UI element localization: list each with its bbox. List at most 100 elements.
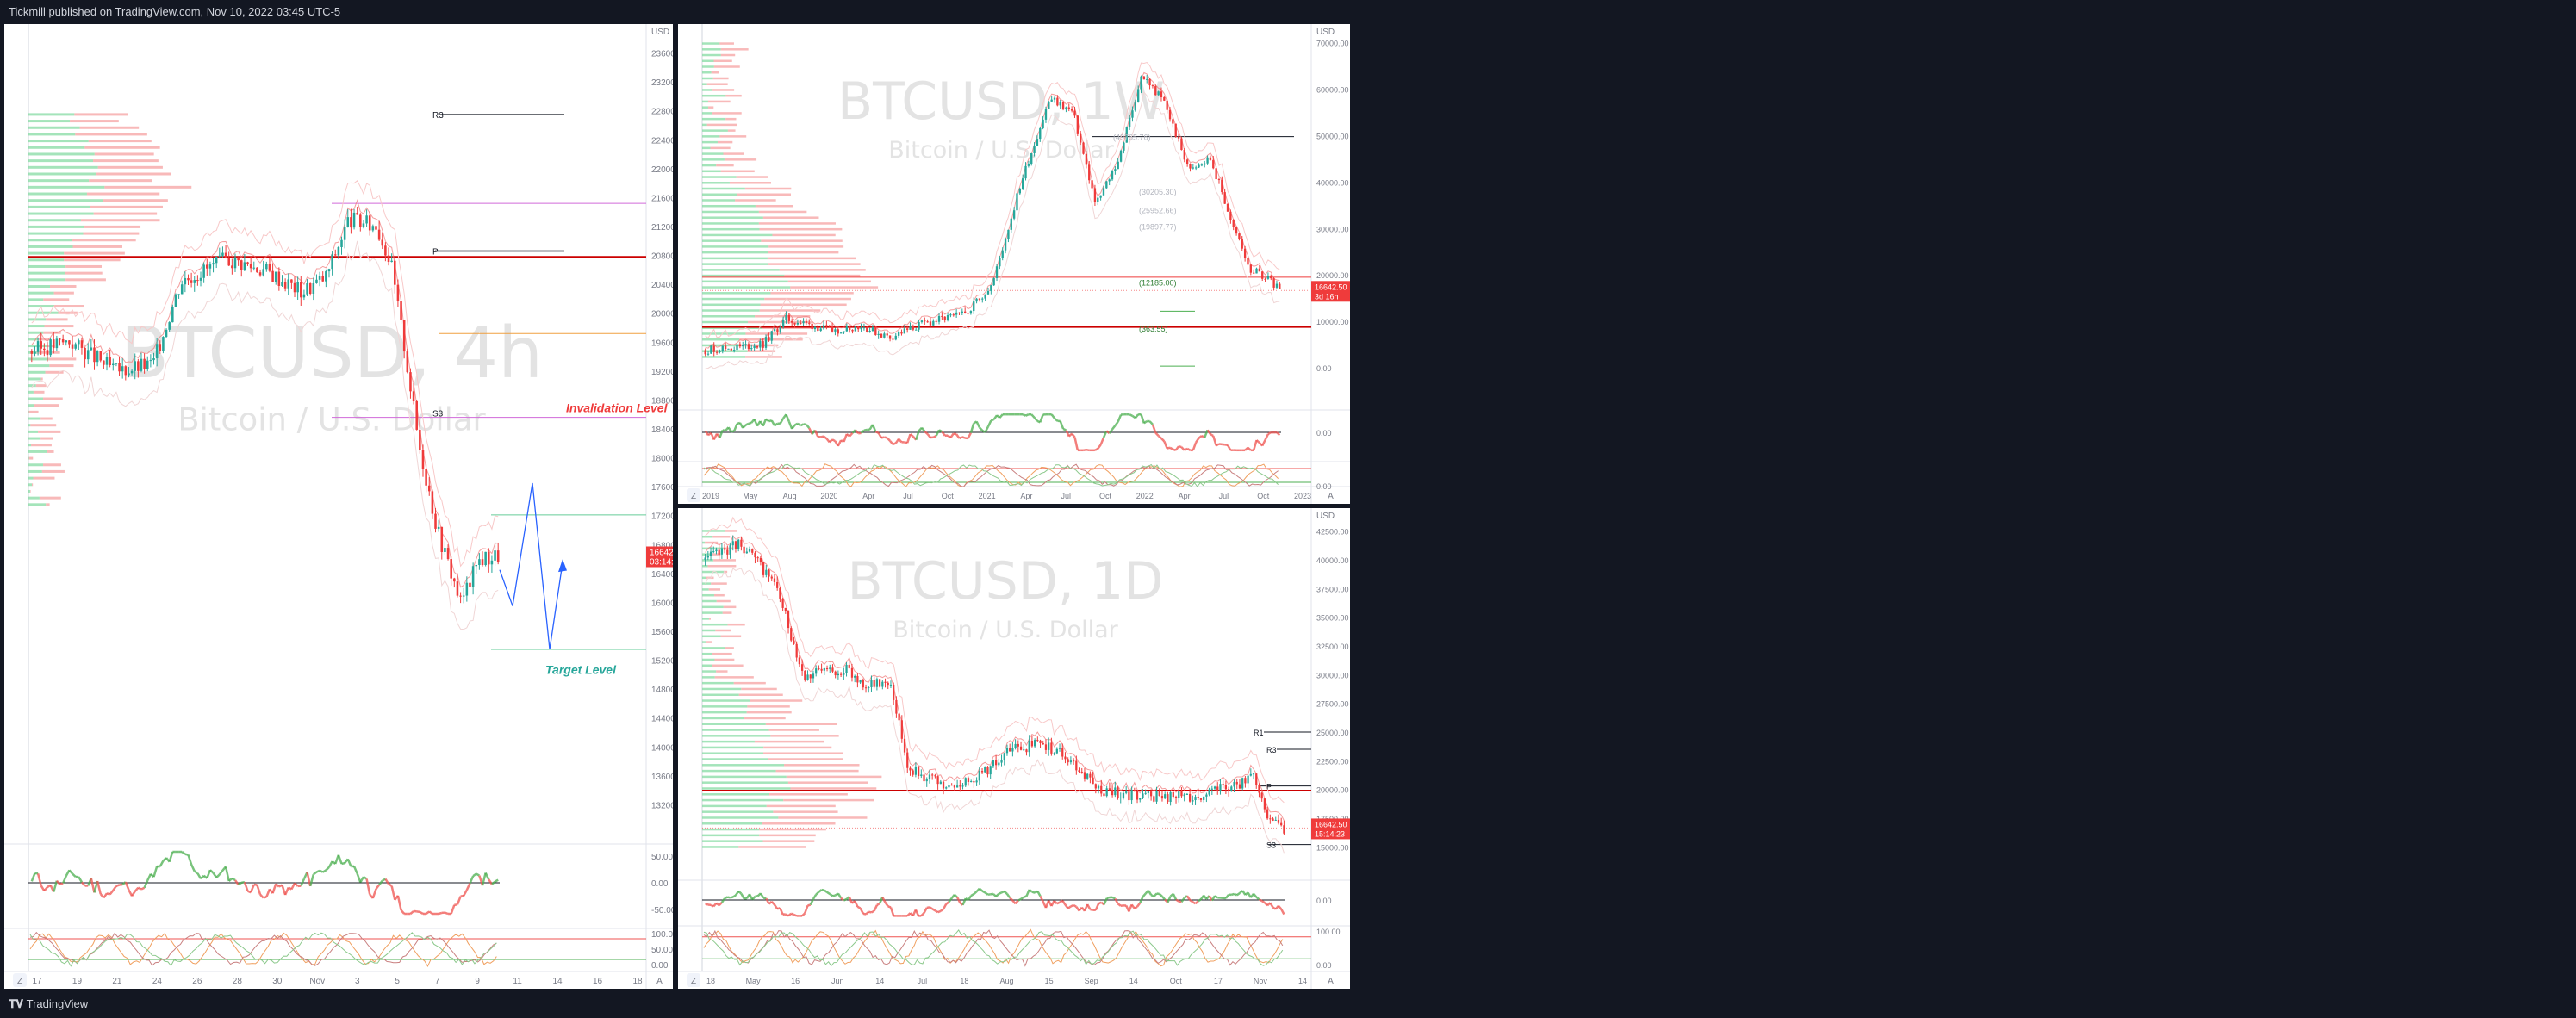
candle-body xyxy=(302,294,306,298)
osc-line-segment xyxy=(1022,413,1027,417)
x-tick-label: 2022 xyxy=(1136,492,1154,500)
osc-line-segment xyxy=(396,895,402,911)
candle-body xyxy=(40,341,42,349)
candle-body xyxy=(34,351,36,354)
osc-line-segment xyxy=(800,423,805,427)
candle-body xyxy=(233,257,237,269)
candle-body xyxy=(978,771,980,781)
candle-body xyxy=(715,351,719,353)
candle-body xyxy=(754,552,756,558)
volume-profile-bar xyxy=(702,547,724,550)
candle-body xyxy=(494,550,496,561)
candle-body xyxy=(362,223,365,227)
candle-body xyxy=(831,326,834,332)
chart-1d-svg[interactable]: BTCUSD, 1D Bitcoin / U.S. Dollar USD 42500.… xyxy=(678,508,1350,989)
osc-line-segment xyxy=(337,854,343,865)
volume-profile-bar xyxy=(702,846,739,848)
osc-line-segment xyxy=(1179,900,1182,903)
volume-profile-bar xyxy=(706,641,712,643)
candle-body xyxy=(1134,102,1136,111)
osc-line-segment xyxy=(967,895,973,901)
osc-line-segment xyxy=(215,873,221,878)
volume-profile-bar xyxy=(28,456,34,460)
volume-profile-bar xyxy=(702,170,721,173)
chart-pane-1w[interactable]: BTCUSD, 1W Bitcoin / U.S. Dollar USD 70000.… xyxy=(678,24,1350,504)
candle-body xyxy=(779,587,781,599)
candle-body xyxy=(860,327,862,330)
volume-profile-bar xyxy=(32,483,34,487)
candle-body xyxy=(1147,791,1150,793)
volume-profile-bar xyxy=(759,309,821,312)
candle-body xyxy=(1033,740,1036,747)
osc-line-segment xyxy=(865,910,870,916)
auto-scale-button[interactable]: A xyxy=(1328,492,1334,501)
volume-profile-bar xyxy=(80,219,160,222)
chart-4h-svg[interactable]: BTCUSD, 4h Bitcoin / U.S. Dollar USD 23600.… xyxy=(4,24,673,989)
candle-body xyxy=(1230,786,1233,791)
y-tick-label: 22400.00 xyxy=(651,136,673,146)
volume-profile-bar xyxy=(28,152,95,156)
candle-body xyxy=(1197,797,1199,798)
osc-line-segment xyxy=(181,851,186,855)
candle-body xyxy=(427,485,431,492)
candle-body xyxy=(496,550,500,562)
fib-label: (30205.30) xyxy=(1139,188,1177,196)
osc-line-segment xyxy=(1212,435,1217,446)
auto-zoom-button[interactable]: Z xyxy=(691,492,696,501)
volume-profile-bar xyxy=(28,444,32,447)
candle-body xyxy=(1210,788,1213,790)
auto-scale-button[interactable]: A xyxy=(1328,977,1334,986)
osc-line-segment xyxy=(1033,416,1038,422)
volume-profile-bar xyxy=(28,120,71,123)
y-tick-label: 40000.00 xyxy=(1316,556,1349,565)
osc-line-segment xyxy=(428,910,433,916)
candle-body xyxy=(124,366,128,376)
y-tick-label: 14800.00 xyxy=(651,686,673,695)
volume-profile-bar xyxy=(702,693,739,696)
candle-body xyxy=(184,277,187,285)
auto-scale-button[interactable]: A xyxy=(656,977,663,986)
osc-line-segment xyxy=(926,906,930,909)
osc-line-segment xyxy=(884,902,889,908)
candle-body xyxy=(704,557,706,560)
osc-line-segment xyxy=(1214,895,1218,899)
osc-line-segment xyxy=(1136,902,1142,908)
candle-body xyxy=(1137,89,1140,102)
candle-body xyxy=(231,265,233,269)
x-tick-label: 2021 xyxy=(979,492,996,500)
volume-profile-bar xyxy=(768,245,844,248)
candle-body xyxy=(1232,220,1235,227)
candle-body xyxy=(1083,772,1086,779)
osc-line-segment xyxy=(1226,444,1232,451)
volume-profile-bar xyxy=(72,239,136,242)
candle-body xyxy=(884,681,887,683)
osc-line-segment xyxy=(715,902,720,907)
candle-body xyxy=(1088,164,1091,181)
osc-tick-label: 0.00 xyxy=(1316,429,1332,438)
osc-line-segment xyxy=(768,419,773,423)
osc-line-segment xyxy=(146,873,152,881)
candle-body xyxy=(870,680,873,688)
candle-body xyxy=(820,668,823,671)
osc-line-segment xyxy=(224,866,230,882)
volume-profile-bar xyxy=(729,182,771,184)
auto-zoom-button[interactable]: Z xyxy=(17,977,22,986)
supertrend-line xyxy=(705,535,1285,821)
chart-pane-1d[interactable]: BTCUSD, 1D Bitcoin / U.S. Dollar USD 42500.… xyxy=(678,508,1350,989)
supertrend-line xyxy=(705,71,1280,349)
candle-body xyxy=(1019,746,1023,750)
tradingview-logo[interactable]: 𝐓𝐕 TradingView xyxy=(9,997,88,1011)
candle-body xyxy=(813,326,817,330)
x-tick-label: 2019 xyxy=(702,492,719,500)
candle-body xyxy=(1198,164,1200,168)
volume-profile-bar xyxy=(725,530,737,532)
osc-line-segment xyxy=(241,880,246,885)
candle-body xyxy=(155,344,159,359)
x-tick-label: 16 xyxy=(791,977,800,985)
auto-zoom-button[interactable]: Z xyxy=(691,977,696,986)
volume-profile-bar xyxy=(28,291,54,295)
chart-pane-4h[interactable]: BTCUSD, 4h Bitcoin / U.S. Dollar USD 23600.… xyxy=(4,24,673,989)
y-tick-label: 15200.00 xyxy=(651,657,673,667)
y-tick-label: 14400.00 xyxy=(651,715,673,724)
